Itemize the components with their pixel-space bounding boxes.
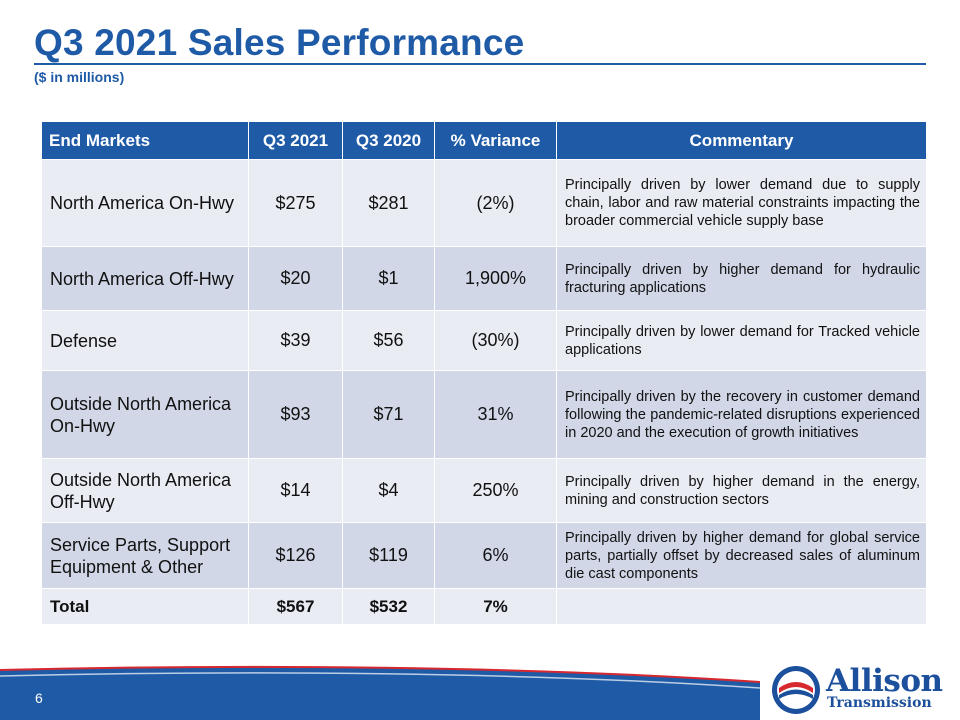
variance-cell: 1,900% [434, 246, 557, 311]
sales-table: End Markets Q3 2021 Q3 2020 % Variance C… [41, 121, 927, 625]
col-header-commentary: Commentary [556, 121, 927, 160]
market-cell: Outside North America On-Hwy [41, 370, 249, 459]
total-q3-2021: $567 [248, 588, 343, 625]
variance-cell: 250% [434, 458, 557, 523]
col-header-end-markets: End Markets [41, 121, 249, 160]
allison-logo-icon [772, 666, 820, 714]
market-cell: Service Parts, Support Equipment & Other [41, 522, 249, 589]
col-header-q3-2020: Q3 2020 [342, 121, 435, 160]
title-divider [34, 63, 926, 65]
q3-2020-cell: $119 [342, 522, 435, 589]
q3-2021-cell: $93 [248, 370, 343, 459]
variance-cell: (2%) [434, 159, 557, 247]
logo-wordmark-line1: Allison [826, 663, 943, 699]
total-label: Total [41, 588, 249, 625]
q3-2020-cell: $281 [342, 159, 435, 247]
table-row: North America On-Hwy $275 $281 (2%) Prin… [41, 159, 927, 247]
market-cell: North America On-Hwy [41, 159, 249, 247]
market-cell: Defense [41, 310, 249, 371]
total-row: Total $567 $532 7% [41, 588, 927, 625]
q3-2020-cell: $56 [342, 310, 435, 371]
commentary-cell: Principally driven by the recovery in cu… [556, 370, 927, 459]
commentary-cell: Principally driven by higher demand for … [556, 246, 927, 311]
table-row: Outside North America Off-Hwy $14 $4 250… [41, 458, 927, 523]
q3-2021-cell: $126 [248, 522, 343, 589]
total-variance: 7% [434, 588, 557, 625]
footer-swoosh [0, 665, 761, 720]
page-number: 6 [35, 690, 43, 706]
q3-2020-cell: $4 [342, 458, 435, 523]
table-row: Service Parts, Support Equipment & Other… [41, 522, 927, 589]
commentary-cell: Principally driven by higher demand in t… [556, 458, 927, 523]
q3-2020-cell: $71 [342, 370, 435, 459]
market-cell: North America Off-Hwy [41, 246, 249, 311]
table-row: Defense $39 $56 (30%) Principally driven… [41, 310, 927, 371]
logo-wordmark-line2: Transmission [827, 695, 932, 711]
slide-subtitle: ($ in millions) [34, 69, 125, 85]
table-row: Outside North America On-Hwy $93 $71 31%… [41, 370, 927, 459]
q3-2020-cell: $1 [342, 246, 435, 311]
total-q3-2020: $532 [342, 588, 435, 625]
slide-title: Q3 2021 Sales Performance [34, 22, 525, 63]
col-header-variance: % Variance [434, 121, 557, 160]
commentary-cell: Principally driven by lower demand for T… [556, 310, 927, 371]
col-header-q3-2021: Q3 2021 [248, 121, 343, 160]
variance-cell: 31% [434, 370, 557, 459]
table-header-row: End Markets Q3 2021 Q3 2020 % Variance C… [41, 121, 927, 160]
commentary-cell: Principally driven by lower demand due t… [556, 159, 927, 247]
variance-cell: 6% [434, 522, 557, 589]
q3-2021-cell: $20 [248, 246, 343, 311]
q3-2021-cell: $14 [248, 458, 343, 523]
market-cell: Outside North America Off-Hwy [41, 458, 249, 523]
total-commentary [556, 588, 927, 625]
variance-cell: (30%) [434, 310, 557, 371]
footer-band [0, 662, 960, 720]
q3-2021-cell: $39 [248, 310, 343, 371]
q3-2021-cell: $275 [248, 159, 343, 247]
commentary-cell: Principally driven by higher demand for … [556, 522, 927, 589]
table-row: North America Off-Hwy $20 $1 1,900% Prin… [41, 246, 927, 311]
